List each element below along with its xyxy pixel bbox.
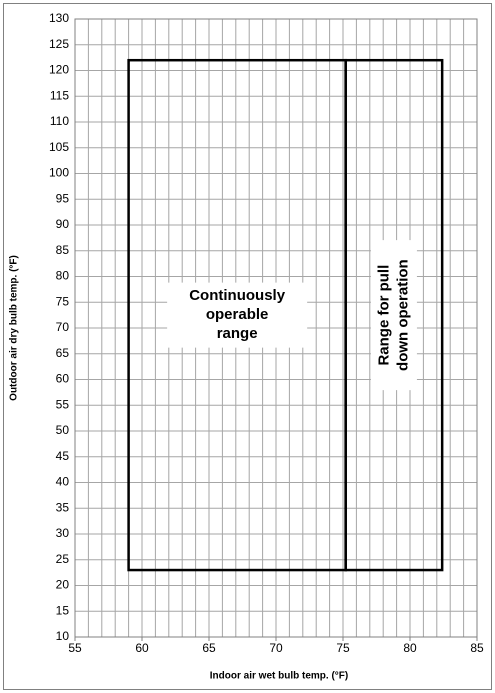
region-label: Continuously operable range: [167, 282, 308, 348]
region-label-line: range: [217, 325, 258, 342]
y-tick-label: 25: [56, 552, 70, 566]
y-tick-label: 55: [56, 397, 70, 411]
y-tick-label: 70: [56, 320, 70, 334]
y-axis-label: Outdoor air dry bulb temp. (°F): [9, 255, 20, 401]
y-tick-label: 60: [56, 372, 70, 386]
plot-border: [74, 18, 478, 638]
label-background: [167, 282, 308, 348]
y-tick-label: 80: [56, 269, 70, 283]
y-tick-label: 75: [56, 294, 70, 308]
region-label-line: down operation: [394, 259, 411, 371]
y-tick-label: 50: [56, 423, 70, 437]
y-tick-label: 110: [50, 114, 69, 128]
y-tick-label: 45: [56, 449, 70, 463]
y-tick-label: 85: [56, 243, 70, 257]
y-tick-label: 20: [56, 578, 70, 592]
x-tick-label: 75: [336, 641, 350, 655]
label-background: [370, 240, 417, 391]
y-tick-label: 40: [56, 475, 70, 489]
x-tick-label: 80: [403, 641, 417, 655]
x-tick-label: 85: [470, 641, 484, 655]
range-region: [344, 58, 444, 572]
y-tick-label: 95: [56, 191, 70, 205]
y-tick-label: 35: [56, 500, 70, 514]
y-tick-label: 65: [56, 346, 70, 360]
y-tick-label: 10: [56, 629, 70, 643]
y-tick-label: 125: [49, 37, 69, 51]
region-label-line: Range for pull: [375, 265, 392, 366]
y-tick-label: 30: [56, 526, 70, 540]
y-tick-label: 130: [49, 11, 69, 25]
y-tick-label: 90: [56, 217, 70, 231]
frame: [3, 3, 492, 690]
region-label-line: Continuously: [189, 287, 285, 304]
region-label-line: operable: [206, 306, 269, 323]
y-tick-label: 115: [50, 88, 69, 102]
region-label: Range for pull down operation: [370, 240, 417, 391]
y-tick-label: 105: [49, 140, 69, 154]
y-tick-label: 120: [49, 63, 69, 77]
x-tick-label: 55: [68, 641, 82, 655]
x-tick-label: 60: [135, 641, 149, 655]
y-tick-label: 15: [56, 603, 70, 617]
x-tick-label: 65: [202, 641, 216, 655]
y-tick-label: 100: [49, 166, 69, 180]
x-tick-label: 70: [269, 641, 283, 655]
x-axis-label: Indoor air wet bulb temp. (°F): [210, 671, 348, 682]
